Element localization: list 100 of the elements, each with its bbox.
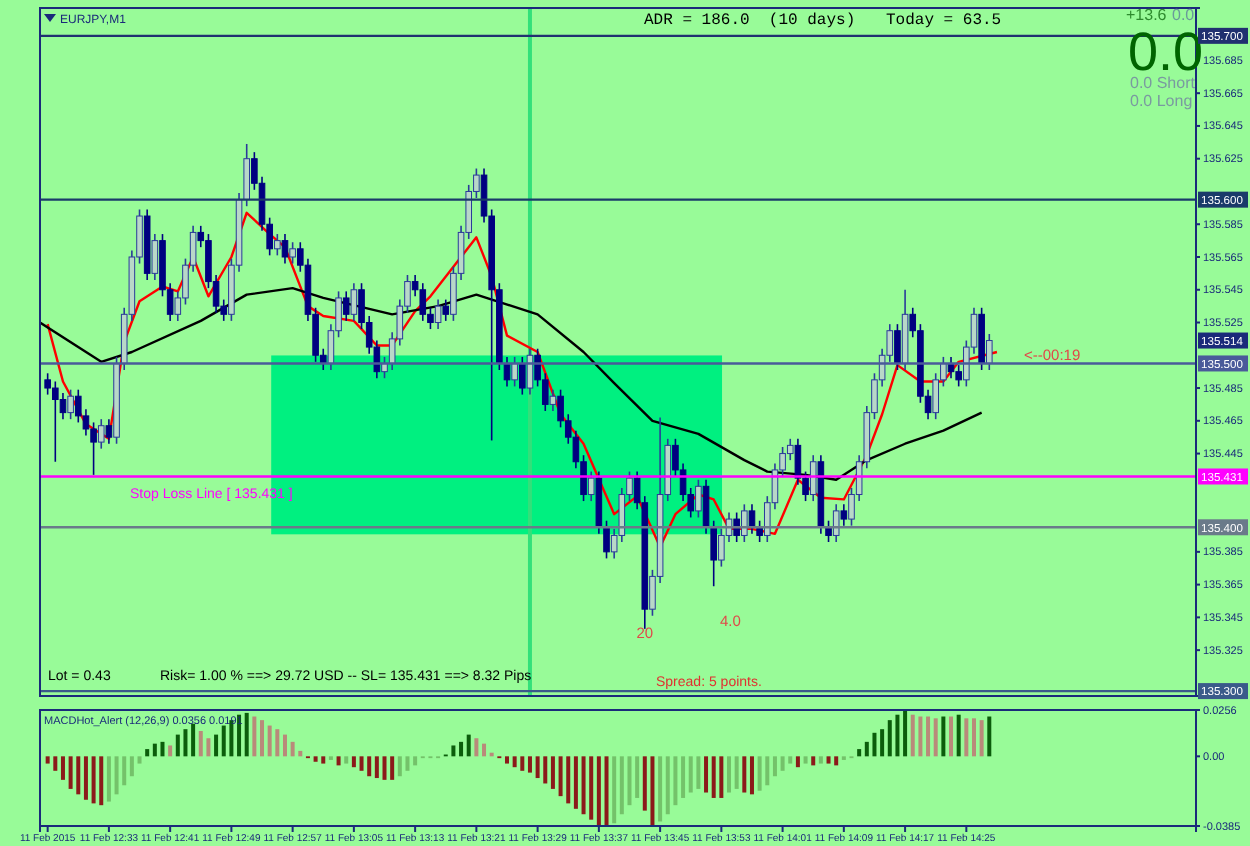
bar bbox=[512, 756, 517, 768]
bar bbox=[711, 756, 716, 798]
bar bbox=[206, 738, 211, 757]
bar bbox=[504, 756, 509, 764]
bar bbox=[665, 756, 670, 815]
bar bbox=[152, 743, 157, 757]
bar bbox=[550, 756, 555, 789]
bar bbox=[543, 756, 548, 784]
bar bbox=[887, 720, 892, 757]
bar bbox=[260, 720, 265, 757]
bar bbox=[83, 756, 88, 800]
bar bbox=[229, 720, 234, 757]
bar bbox=[658, 756, 663, 822]
candlestick bbox=[840, 503, 848, 527]
bar bbox=[834, 756, 839, 766]
bar bbox=[704, 756, 709, 793]
bar bbox=[964, 718, 969, 757]
bar bbox=[99, 756, 104, 806]
bar bbox=[627, 756, 632, 806]
bar bbox=[566, 756, 571, 804]
bar bbox=[749, 756, 754, 795]
bar bbox=[282, 734, 287, 757]
bar bbox=[76, 756, 81, 795]
bar bbox=[244, 712, 249, 757]
candlestick bbox=[434, 298, 442, 330]
bar bbox=[903, 710, 908, 757]
candlestick bbox=[59, 392, 67, 420]
bar bbox=[351, 756, 356, 768]
candlestick bbox=[587, 470, 595, 502]
candlestick bbox=[44, 372, 51, 396]
bar bbox=[535, 756, 540, 779]
bar bbox=[872, 732, 877, 757]
bar bbox=[168, 745, 173, 757]
candlestick bbox=[67, 388, 74, 420]
candlestick bbox=[741, 503, 748, 543]
bar bbox=[367, 756, 372, 777]
bar bbox=[864, 741, 869, 757]
candlestick bbox=[281, 233, 289, 265]
bar bbox=[405, 756, 410, 771]
candlestick bbox=[105, 418, 113, 445]
candlestick bbox=[894, 323, 901, 371]
bar bbox=[757, 756, 762, 791]
bar bbox=[275, 729, 280, 757]
bar bbox=[53, 756, 58, 771]
bar bbox=[290, 741, 295, 757]
annotation: 0.0 Long bbox=[1130, 92, 1193, 110]
candlestick bbox=[442, 298, 450, 322]
candlestick bbox=[809, 454, 817, 502]
bar bbox=[688, 756, 693, 793]
candlestick bbox=[52, 380, 59, 463]
bar bbox=[336, 756, 341, 766]
candlestick bbox=[955, 364, 962, 388]
bar bbox=[129, 756, 134, 777]
bar bbox=[604, 756, 609, 826]
bar bbox=[160, 741, 165, 757]
bar bbox=[520, 756, 525, 771]
bar bbox=[114, 756, 119, 795]
candlestick bbox=[832, 503, 840, 543]
bar bbox=[145, 749, 150, 757]
bar bbox=[321, 756, 326, 764]
bar bbox=[298, 750, 303, 757]
bar bbox=[811, 756, 816, 766]
bar bbox=[137, 756, 142, 764]
bar bbox=[734, 756, 739, 789]
candlestick bbox=[419, 282, 427, 322]
bar bbox=[681, 756, 686, 798]
candlestick bbox=[342, 290, 350, 322]
candlestick bbox=[932, 372, 940, 420]
bar bbox=[918, 716, 923, 757]
bar bbox=[987, 716, 992, 757]
bar bbox=[573, 756, 578, 809]
bar bbox=[857, 749, 862, 757]
bar bbox=[313, 756, 318, 762]
bar bbox=[267, 725, 272, 757]
bar bbox=[910, 714, 915, 757]
bar bbox=[971, 718, 976, 757]
bar bbox=[581, 756, 586, 815]
bar bbox=[803, 756, 808, 764]
candlestick bbox=[289, 241, 296, 265]
bar bbox=[696, 756, 701, 789]
bar bbox=[926, 716, 931, 757]
bar bbox=[191, 723, 196, 757]
bar bbox=[183, 729, 188, 757]
candlestick bbox=[274, 233, 281, 257]
bar bbox=[719, 756, 724, 798]
bar bbox=[612, 756, 617, 824]
candlestick bbox=[733, 511, 740, 543]
annotation: ADR = 186.0 (10 days) bbox=[644, 12, 856, 30]
bar bbox=[91, 756, 96, 804]
bar bbox=[941, 716, 946, 757]
bar bbox=[374, 756, 379, 779]
bar bbox=[527, 756, 532, 773]
bar bbox=[650, 756, 655, 826]
bar bbox=[949, 716, 954, 757]
bar bbox=[382, 756, 387, 780]
bar bbox=[68, 756, 73, 789]
bar bbox=[956, 714, 961, 757]
bar bbox=[482, 743, 487, 757]
bar bbox=[175, 734, 180, 757]
bar bbox=[772, 756, 777, 777]
